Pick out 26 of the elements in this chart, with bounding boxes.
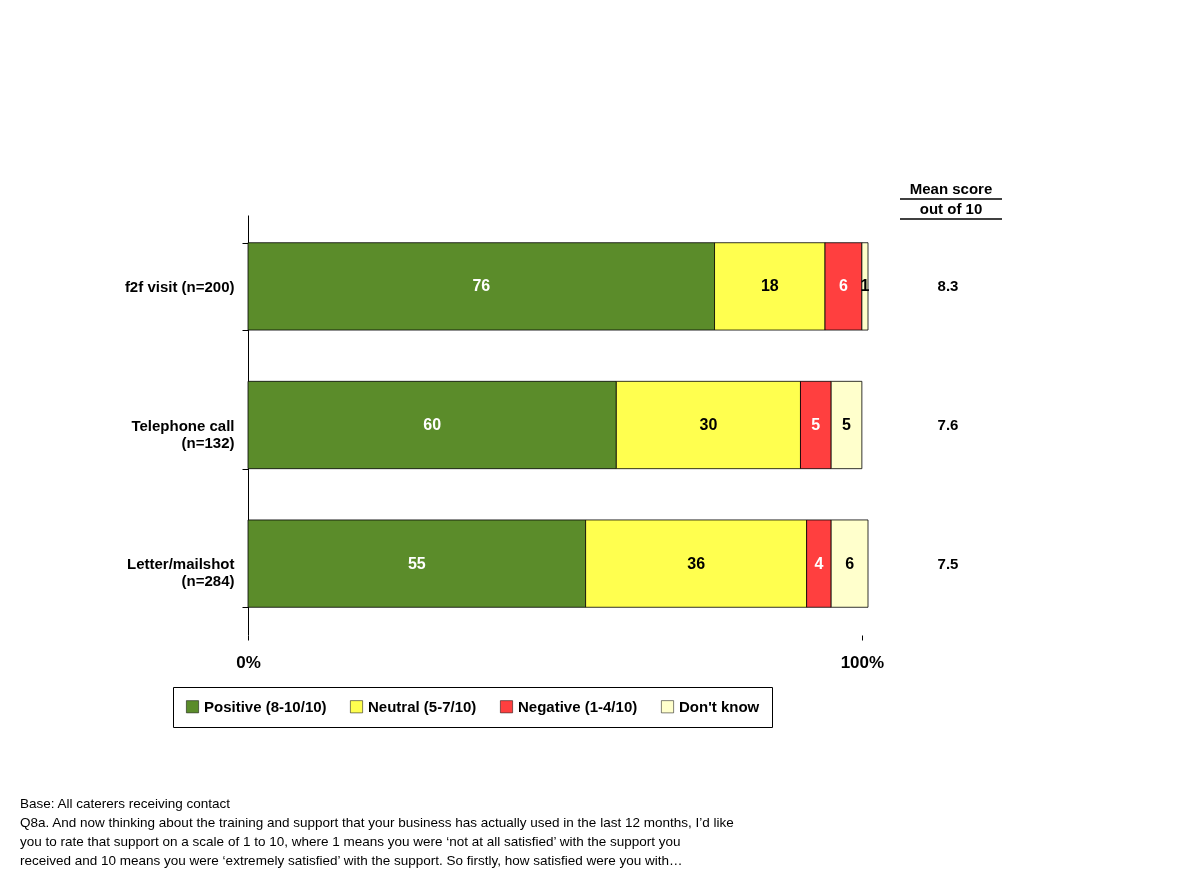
data-label: 55 xyxy=(407,554,426,572)
data-label: 5 xyxy=(842,416,852,433)
text: 7.6 xyxy=(937,416,959,433)
y-tick-label: Letter/mailshot (n=284) xyxy=(126,555,235,590)
y-tick-label: f2f visit (n=200) xyxy=(124,277,235,295)
data-label: 6 xyxy=(845,554,855,572)
x-tick-label: 100% xyxy=(840,652,885,672)
x-tick-label: 0% xyxy=(236,652,261,672)
text: Mean score out of 10 xyxy=(909,180,993,217)
data-label: 36 xyxy=(687,554,706,572)
legend-label: Negative (1-4/10) xyxy=(518,697,638,715)
legend-label: Neutral (5-7/10) xyxy=(368,697,477,715)
text: 7.5 xyxy=(937,554,959,572)
legend-label: Don't know xyxy=(679,697,760,715)
legend-label: Positive (8-10/10) xyxy=(204,697,327,715)
text: Base: All caterers receiving contact xyxy=(20,796,231,811)
text: Q8a. And now thinking about the training and support that your business has actually used in the last 12 months, I’d like you to rate that support on a scale of 1 to 10, where 1 means you were ‘not at all satisfied’ with the support you received and 10 means you were ‘extremely satisfied’ with the support. So firstly, how satisfied were you with… xyxy=(20,815,734,868)
data-label: 60 xyxy=(423,416,442,433)
text: 8.3 xyxy=(937,277,959,295)
data-label: 5 xyxy=(811,416,821,433)
data-label: 6 xyxy=(838,277,848,295)
data-label: 30 xyxy=(699,416,718,433)
data-label: 4 xyxy=(814,554,824,572)
data-label: 18 xyxy=(760,277,779,295)
y-tick-label: Telephone call (n=132) xyxy=(131,416,235,451)
data-label: 76 xyxy=(472,277,491,295)
